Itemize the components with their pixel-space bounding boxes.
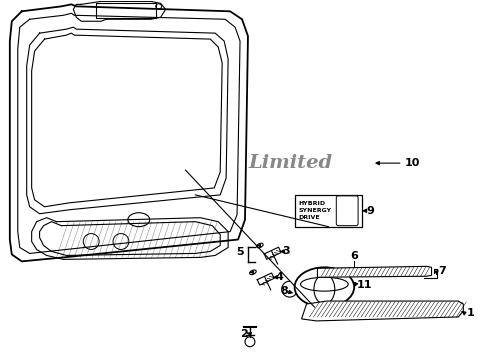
FancyBboxPatch shape: [336, 196, 357, 226]
Text: 7: 7: [438, 266, 446, 276]
Text: SYNERGY: SYNERGY: [298, 208, 331, 213]
Polygon shape: [301, 301, 462, 321]
Text: 8: 8: [279, 286, 287, 296]
Text: HYBRID: HYBRID: [298, 201, 325, 206]
Text: Limited: Limited: [247, 154, 331, 172]
Text: 6: 6: [349, 251, 357, 261]
FancyBboxPatch shape: [294, 195, 361, 227]
Text: 4: 4: [275, 272, 283, 282]
Text: 5: 5: [236, 247, 244, 257]
Text: DRIVE: DRIVE: [298, 215, 320, 220]
Text: 1: 1: [466, 308, 473, 318]
Text: 2: 2: [240, 329, 247, 339]
Text: 3: 3: [282, 247, 290, 256]
Text: 10: 10: [404, 158, 419, 168]
Text: 11: 11: [356, 280, 372, 290]
Text: 9: 9: [366, 206, 373, 216]
Polygon shape: [317, 266, 431, 277]
